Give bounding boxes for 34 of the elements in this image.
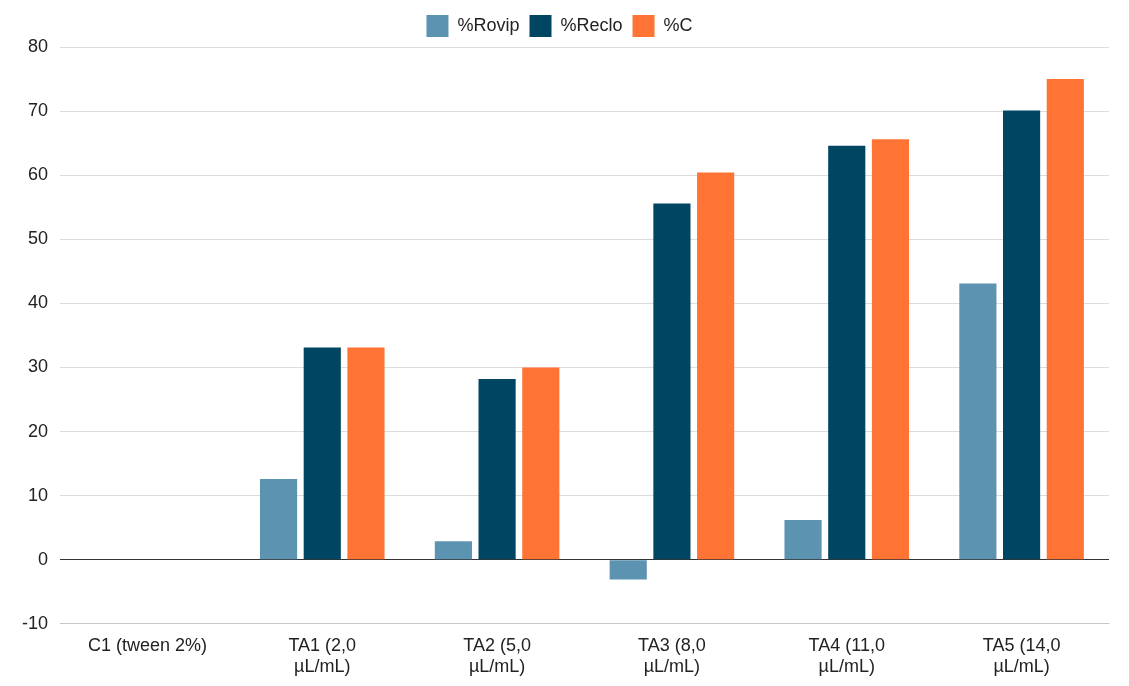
bar	[697, 172, 735, 560]
legend-label: %Reclo	[560, 14, 623, 35]
x-tick-label: TA3 (8,0 µL/mL)	[638, 634, 706, 677]
y-tick-label: 70	[27, 100, 49, 121]
bar	[609, 560, 647, 580]
bar	[1046, 79, 1084, 560]
bar	[303, 347, 341, 560]
y-tick-label: 50	[27, 228, 49, 249]
bar	[653, 203, 691, 560]
x-tick-label: TA1 (2,0 µL/mL)	[288, 634, 357, 677]
bar	[434, 541, 472, 560]
bar	[347, 347, 385, 560]
bar	[259, 478, 298, 560]
x-tick-label: TA2 (5,0 µL/mL)	[463, 634, 531, 677]
bar	[784, 519, 822, 560]
x-tick-label: TA5 (14,0 µL/mL)	[982, 634, 1061, 677]
y-tick-label: -10	[22, 612, 49, 633]
bar	[828, 145, 866, 560]
y-tick-label: 80	[27, 35, 49, 56]
legend-label: %Rovip	[457, 14, 520, 35]
bar	[478, 378, 516, 560]
bar	[959, 283, 997, 560]
y-tick-label: 40	[27, 292, 49, 313]
y-tick-label: 30	[27, 356, 49, 377]
x-tick-label: TA4 (11,0 µL/mL)	[808, 634, 885, 677]
y-tick-label: 10	[27, 484, 49, 505]
legend-label: %C	[663, 14, 693, 35]
bar	[522, 367, 560, 560]
y-tick-label: 0	[38, 548, 49, 569]
bar	[871, 139, 910, 560]
bar	[1003, 110, 1041, 560]
x-tick-label: C1 (tween 2%)	[87, 634, 207, 655]
y-tick-label: 20	[27, 420, 49, 441]
y-tick-label: 60	[27, 164, 49, 185]
